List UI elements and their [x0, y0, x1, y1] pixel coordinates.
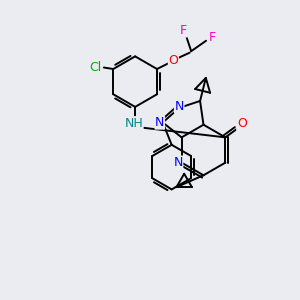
Text: N: N — [175, 100, 184, 113]
Text: N: N — [173, 156, 183, 169]
Text: F: F — [208, 31, 216, 44]
Text: Cl: Cl — [89, 61, 102, 74]
Text: O: O — [237, 118, 247, 130]
Text: O: O — [168, 54, 178, 67]
Text: F: F — [180, 24, 187, 37]
Text: NH: NH — [124, 117, 143, 130]
Text: N: N — [155, 116, 164, 129]
